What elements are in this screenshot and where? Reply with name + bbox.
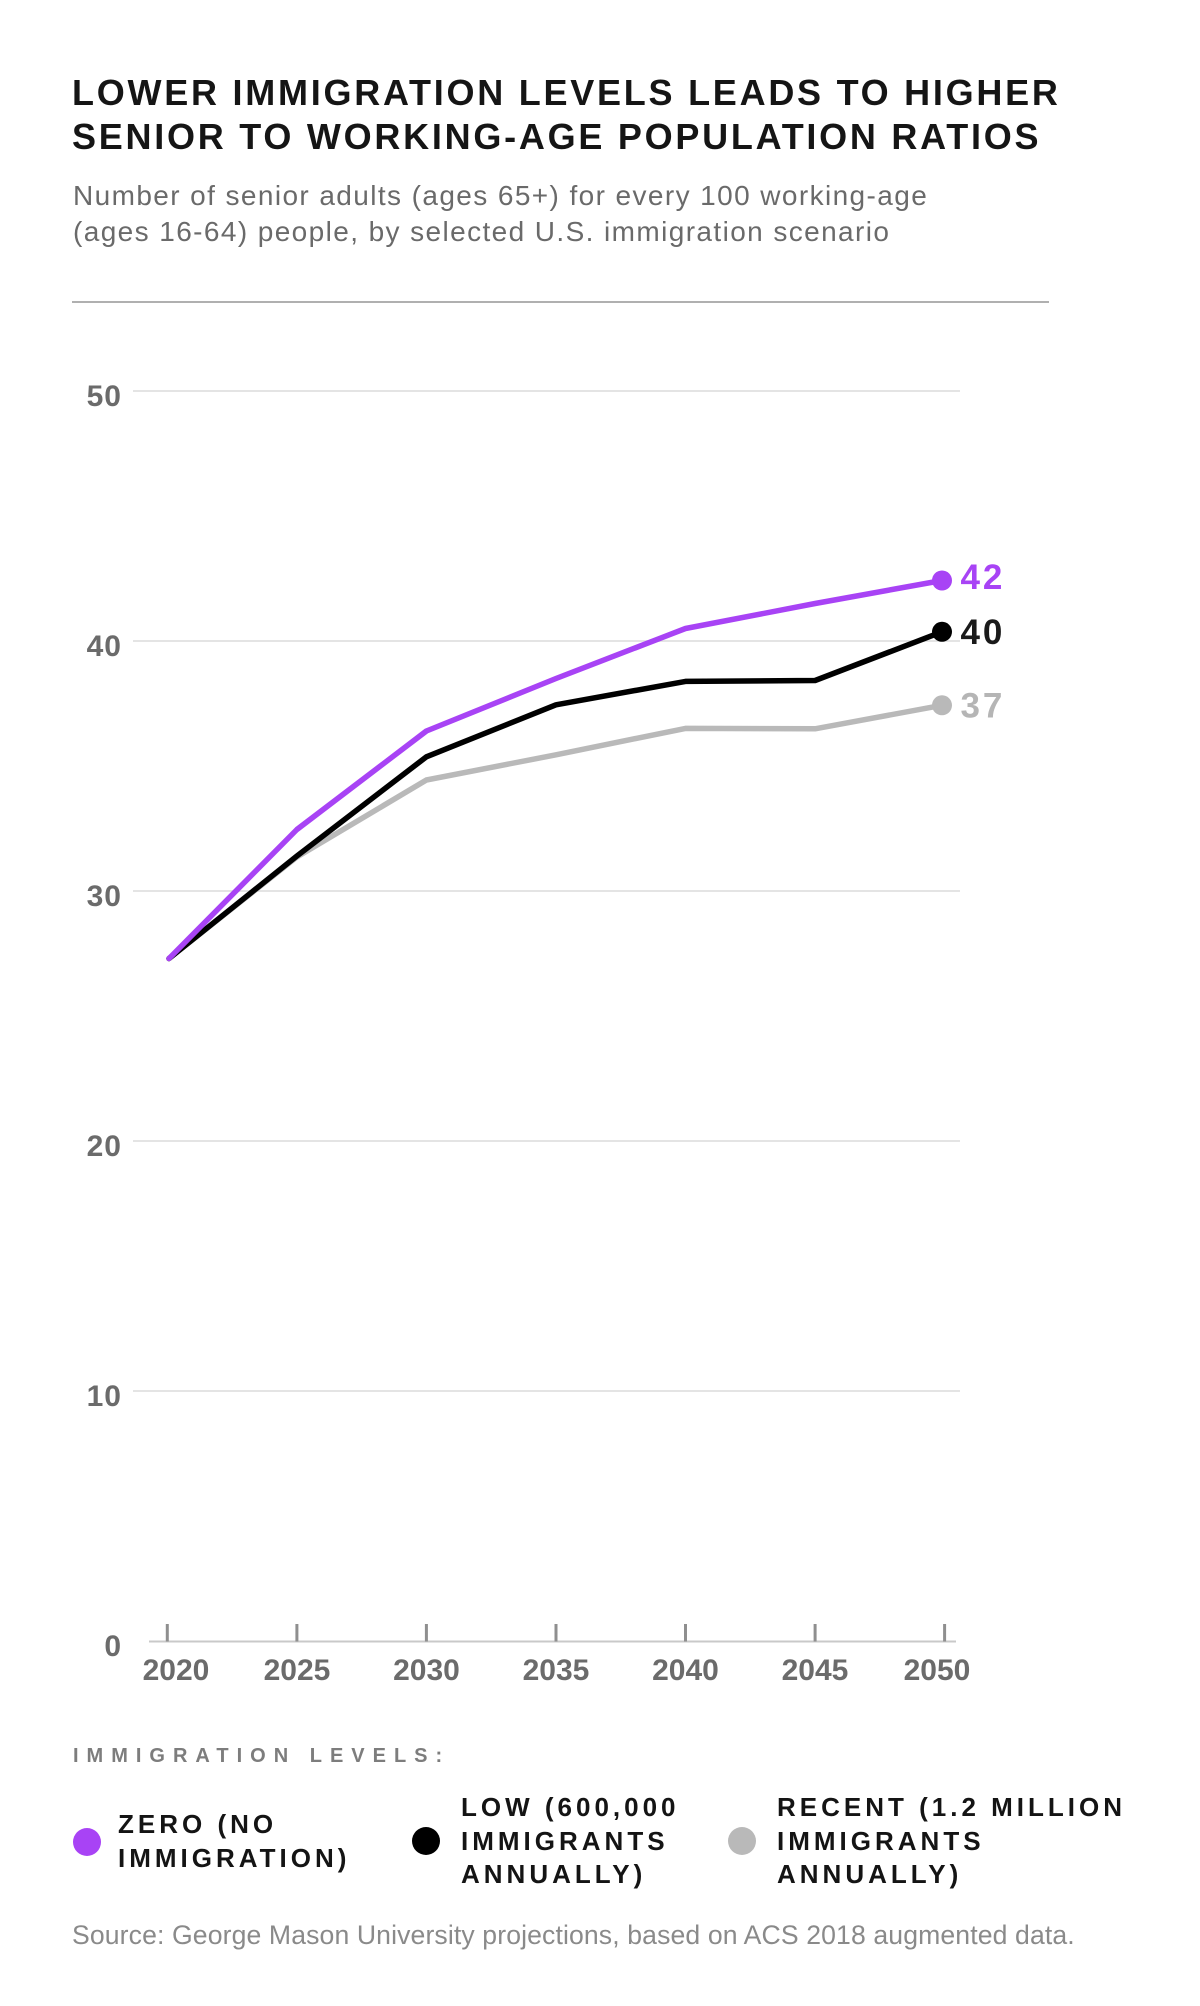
svg-text:2020: 2020 (143, 1654, 210, 1687)
svg-text:50: 50 (87, 380, 122, 413)
svg-text:30: 30 (87, 880, 122, 913)
svg-text:20: 20 (87, 1130, 122, 1163)
svg-text:42: 42 (961, 558, 1006, 597)
svg-text:2050: 2050 (904, 1654, 971, 1687)
svg-text:2040: 2040 (652, 1654, 719, 1687)
svg-text:0: 0 (104, 1630, 122, 1663)
svg-text:40: 40 (961, 613, 1006, 652)
svg-text:2025: 2025 (264, 1654, 331, 1687)
svg-text:2045: 2045 (782, 1654, 849, 1687)
svg-text:10: 10 (87, 1380, 122, 1413)
svg-text:2035: 2035 (523, 1654, 590, 1687)
svg-text:40: 40 (87, 630, 122, 663)
svg-text:37: 37 (961, 687, 1006, 726)
svg-text:2030: 2030 (393, 1654, 460, 1687)
